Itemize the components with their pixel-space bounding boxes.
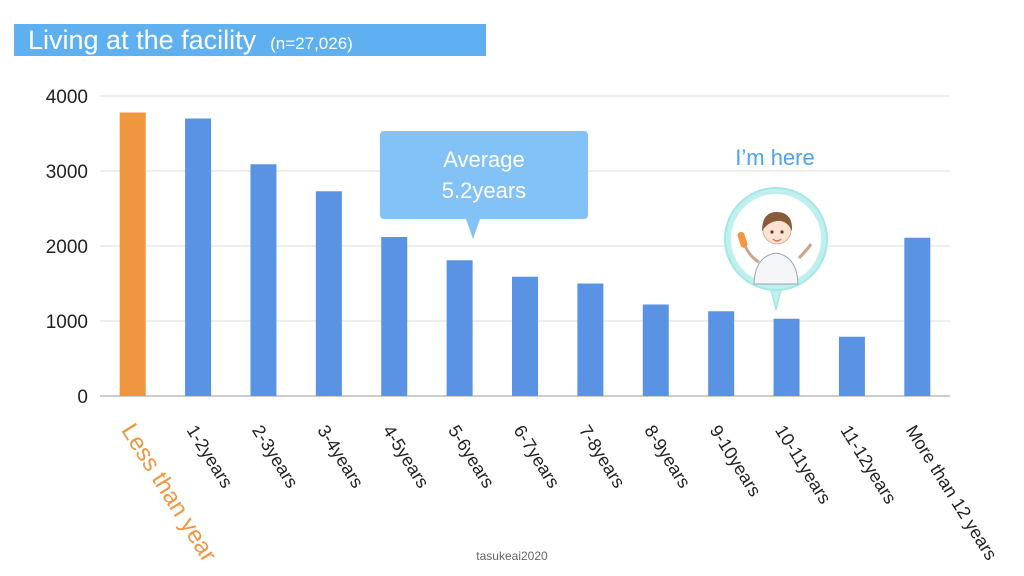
title-banner: Living at the facility (n=27,026): [14, 24, 486, 56]
bar: [577, 283, 604, 396]
bar: [446, 260, 473, 396]
bar: [119, 112, 146, 396]
y-tick-label: 4000: [46, 87, 88, 108]
x-tick-label: 2-3years: [248, 422, 302, 492]
average-callout: Average 5.2years: [380, 131, 588, 239]
bar: [512, 276, 538, 396]
x-tick-label: 5-6years: [444, 422, 498, 492]
average-callout-line1: Average: [443, 147, 525, 172]
bar: [642, 304, 669, 396]
character-illustration-icon: [737, 211, 813, 285]
x-tick-label: 4-5years: [379, 422, 433, 492]
x-tick-label: 10-11years: [771, 422, 835, 508]
x-tick-label: 7-8years: [575, 422, 629, 492]
bar: [904, 237, 931, 396]
bar: [185, 118, 212, 396]
x-tick-label: 11-12years: [837, 422, 901, 508]
average-callout-line2: 5.2years: [441, 178, 527, 203]
character-speech-bubble: [724, 187, 828, 311]
x-tick-label: 9-10years: [706, 422, 765, 500]
x-tick-label: 3-4years: [313, 422, 367, 492]
chart-title: Living at the facility: [28, 25, 257, 55]
y-tick-label: 1000: [46, 312, 88, 333]
y-tick-label: 3000: [46, 162, 88, 183]
bar: [250, 164, 277, 396]
bar: [708, 311, 735, 396]
y-tick-label: 2000: [46, 237, 88, 258]
watermark: tasukeai2020: [476, 549, 548, 563]
bar: [838, 336, 865, 396]
x-tick-label: More than 12 years: [902, 422, 1001, 564]
sample-size: (n=27,026): [270, 34, 353, 53]
x-tick-label: 1-2years: [183, 422, 237, 492]
bar: [773, 318, 800, 396]
x-tick-label: 6-7years: [510, 422, 564, 492]
y-tick-label: 0: [77, 387, 88, 408]
x-tick-label: 8-9years: [640, 422, 694, 492]
bar: [315, 191, 342, 396]
bar: [381, 237, 408, 396]
im-here-label: I’m here: [735, 145, 815, 170]
